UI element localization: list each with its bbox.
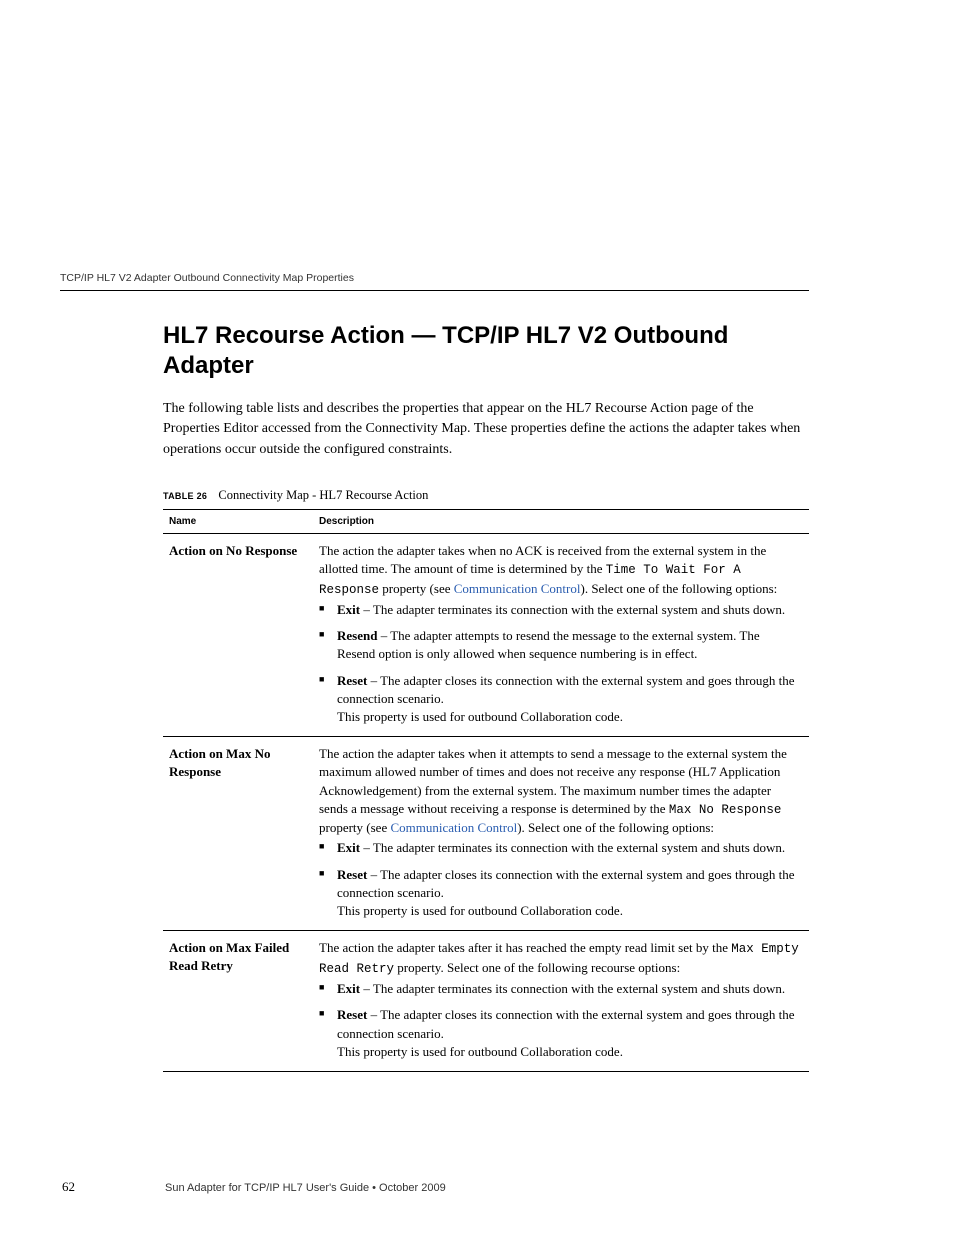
option-label: Exit <box>337 602 360 617</box>
description-lead: The action the adapter takes after it ha… <box>319 939 801 978</box>
table-row: Action on No ResponseThe action the adap… <box>163 533 809 736</box>
property-description: The action the adapter takes when no ACK… <box>313 533 809 736</box>
table-caption: TABLE 26 Connectivity Map - HL7 Recourse… <box>163 488 809 503</box>
option-subtext: This property is used for outbound Colla… <box>337 708 801 726</box>
footer-text: Sun Adapter for TCP/IP HL7 User's Guide … <box>165 1182 446 1194</box>
col-header-description: Description <box>313 509 809 533</box>
option-label: Resend <box>337 628 377 643</box>
page-footer: 62 Sun Adapter for TCP/IP HL7 User's Gui… <box>62 1179 892 1195</box>
option-subtext: This property is used for outbound Colla… <box>337 902 801 920</box>
options-list: Exit – The adapter terminates its connec… <box>319 601 801 726</box>
property-name: Action on Max No Response <box>163 737 313 931</box>
table-row: Action on Max Failed Read RetryThe actio… <box>163 931 809 1072</box>
option-label: Reset <box>337 867 367 882</box>
list-item: Reset – The adapter closes its connectio… <box>319 1006 801 1061</box>
cross-ref-link[interactable]: Communication Control <box>390 820 517 835</box>
mono-text: Max Empty Read Retry <box>319 942 799 976</box>
running-header: TCP/IP HL7 V2 Adapter Outbound Connectiv… <box>60 272 809 291</box>
description-lead: The action the adapter takes when it att… <box>319 745 801 837</box>
list-item: Exit – The adapter terminates its connec… <box>319 980 801 998</box>
list-item: Exit – The adapter terminates its connec… <box>319 839 801 857</box>
page-title: HL7 Recourse Action — TCP/IP HL7 V2 Outb… <box>163 321 809 381</box>
intro-paragraph: The following table lists and describes … <box>163 399 809 460</box>
option-label: Reset <box>337 673 367 688</box>
option-label: Reset <box>337 1007 367 1022</box>
list-item: Reset – The adapter closes its connectio… <box>319 672 801 727</box>
property-name: Action on Max Failed Read Retry <box>163 931 313 1072</box>
option-label: Exit <box>337 981 360 996</box>
list-item: Resend – The adapter attempts to resend … <box>319 627 801 663</box>
list-item: Exit – The adapter terminates its connec… <box>319 601 801 619</box>
list-item: Reset – The adapter closes its connectio… <box>319 866 801 921</box>
table-row: Action on Max No ResponseThe action the … <box>163 737 809 931</box>
mono-text: Max No Response <box>669 803 782 817</box>
option-subtext: This property is used for outbound Colla… <box>337 1043 801 1061</box>
property-description: The action the adapter takes when it att… <box>313 737 809 931</box>
properties-table: Name Description Action on No ResponseTh… <box>163 509 809 1072</box>
options-list: Exit – The adapter terminates its connec… <box>319 839 801 920</box>
property-description: The action the adapter takes after it ha… <box>313 931 809 1072</box>
description-lead: The action the adapter takes when no ACK… <box>319 542 801 599</box>
table-header-row: Name Description <box>163 509 809 533</box>
table-caption-text: Connectivity Map - HL7 Recourse Action <box>218 488 428 502</box>
property-name: Action on No Response <box>163 533 313 736</box>
page-number: 62 <box>62 1179 162 1195</box>
option-label: Exit <box>337 840 360 855</box>
cross-ref-link[interactable]: Communication Control <box>454 581 581 596</box>
options-list: Exit – The adapter terminates its connec… <box>319 980 801 1061</box>
table-caption-label: TABLE 26 <box>163 491 207 501</box>
col-header-name: Name <box>163 509 313 533</box>
